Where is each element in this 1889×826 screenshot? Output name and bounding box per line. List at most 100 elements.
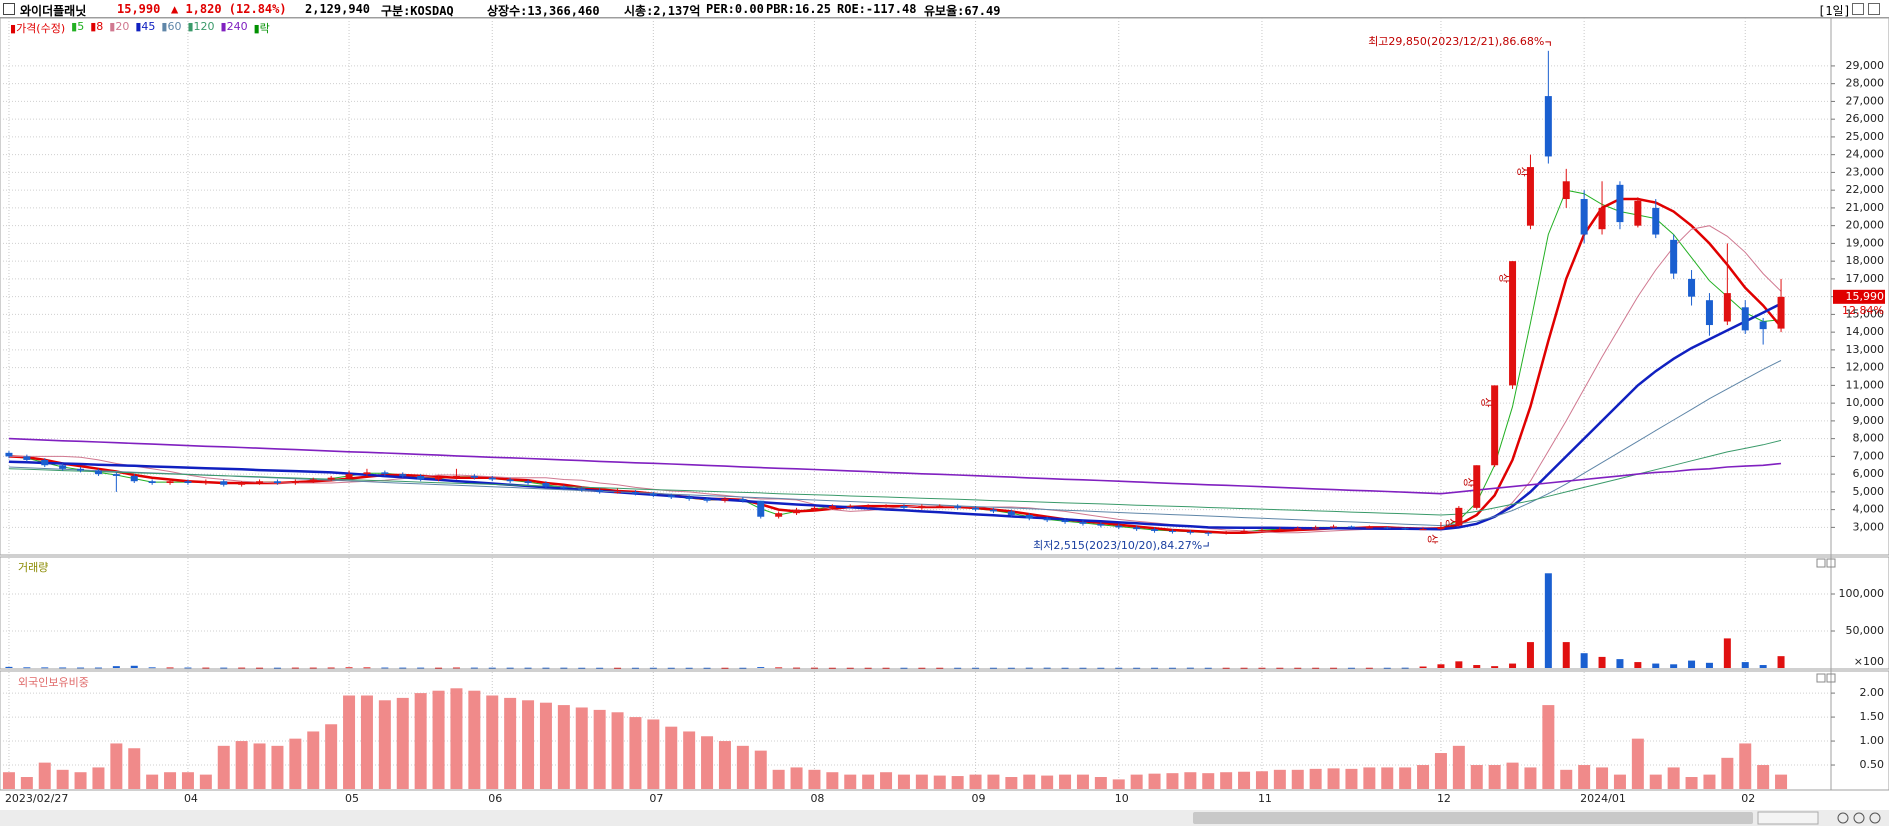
- legend-item[interactable]: ▮락: [254, 20, 270, 36]
- candle-body: [810, 507, 818, 510]
- legend-item[interactable]: ▮20: [109, 20, 129, 36]
- panel-button[interactable]: [1816, 558, 1826, 568]
- bar: [1130, 774, 1143, 789]
- volume-bar: [1061, 667, 1069, 669]
- volume-bar: [1222, 667, 1230, 669]
- candle-body: [1168, 530, 1176, 532]
- market: 구분:KOSDAQ: [381, 4, 454, 18]
- legend-marker: ▮: [109, 20, 116, 33]
- price-tag: 15,990: [1846, 290, 1885, 303]
- bar: [1309, 768, 1322, 789]
- legend-label: 45: [141, 20, 156, 33]
- volume-bar: [1562, 642, 1570, 668]
- limit-up-flag: 상: [1515, 167, 1528, 177]
- volume-bar: [936, 667, 944, 669]
- volume-bar: [1025, 667, 1033, 669]
- y-tick-label: 3,000: [1853, 520, 1885, 533]
- legend-label: 락: [259, 22, 270, 35]
- volume-bar: [739, 667, 747, 669]
- candle-body: [757, 500, 765, 517]
- bar: [1703, 774, 1716, 789]
- window-button[interactable]: [1852, 3, 1864, 15]
- bar: [146, 774, 159, 789]
- candle-body: [506, 479, 514, 482]
- bar: [808, 769, 821, 789]
- bar: [1094, 777, 1107, 789]
- panel-title: 외국인보유비중: [18, 676, 89, 689]
- moving-average-line: [8, 360, 1782, 527]
- annotation-arrow: [1545, 41, 1551, 46]
- zoom-icon[interactable]: [1869, 812, 1881, 824]
- panel-button[interactable]: [1826, 673, 1836, 683]
- candle-body: [1598, 207, 1606, 230]
- close-button[interactable]: [1868, 3, 1880, 15]
- volume-bar: [399, 667, 407, 669]
- legend-label: 5: [77, 20, 85, 33]
- volume-bar: [810, 667, 818, 669]
- volume: 2,129,940: [305, 2, 371, 16]
- candle-body: [1419, 529, 1427, 531]
- candle-body: [1043, 518, 1051, 521]
- candle-body: [1151, 529, 1159, 531]
- checkbox[interactable]: [3, 3, 15, 15]
- bar: [557, 705, 570, 789]
- candle-body: [1526, 167, 1534, 226]
- y-tick-label: 14,000: [1846, 325, 1885, 338]
- candle-body: [166, 481, 174, 484]
- candle-body: [578, 488, 586, 491]
- legend-item[interactable]: ▮240: [221, 20, 248, 36]
- candle-body: [1204, 532, 1212, 534]
- volume-bar: [1007, 667, 1015, 669]
- y-tick-label: 7,000: [1853, 449, 1885, 462]
- volume-bar: [793, 667, 801, 669]
- bar: [1649, 774, 1662, 789]
- legend-item[interactable]: ▮5: [71, 20, 84, 36]
- candle-body: [1330, 526, 1338, 528]
- volume-bar: [1312, 667, 1320, 669]
- legend-item[interactable]: ▮45: [135, 20, 155, 36]
- bar: [486, 695, 499, 789]
- bar: [790, 767, 803, 789]
- candle-body: [667, 495, 675, 498]
- bar: [754, 750, 767, 789]
- volume-bar: [1258, 667, 1266, 669]
- moving-average-line: [8, 439, 1782, 516]
- candle-body: [184, 481, 192, 484]
- volume-bar: [41, 667, 49, 669]
- shares: 상장수:13,366,460: [487, 4, 600, 18]
- price: 15,990: [117, 2, 161, 16]
- volume-bar: [524, 667, 532, 669]
- legend-item[interactable]: ▮가격(수정): [10, 20, 65, 36]
- volume-bar: [273, 667, 281, 669]
- legend-item[interactable]: ▮60: [161, 20, 181, 36]
- candle-body: [59, 465, 67, 469]
- volume-bar: [130, 665, 138, 668]
- volume-bar: [989, 667, 997, 669]
- period-button[interactable]: [1일]: [1818, 4, 1851, 18]
- zoom-icon[interactable]: [1853, 812, 1865, 824]
- volume-bar: [1580, 653, 1588, 668]
- volume-bar: [184, 667, 192, 669]
- bar: [1721, 757, 1734, 789]
- panel-button[interactable]: [1826, 558, 1836, 568]
- zoom-slider[interactable]: [1757, 811, 1819, 825]
- y-tick-label: 0.50: [1860, 758, 1885, 771]
- legend-item[interactable]: ▮8: [90, 20, 103, 36]
- candle-body: [631, 491, 639, 494]
- panel-button[interactable]: [1816, 673, 1826, 683]
- candle-body: [649, 493, 657, 496]
- zoom-icon[interactable]: [1837, 812, 1849, 824]
- candle-body: [721, 498, 729, 501]
- bar: [1345, 768, 1358, 789]
- y-tick-label: 6,000: [1853, 467, 1885, 480]
- y-tick-label: 50,000: [1846, 624, 1885, 637]
- reserve-ratio: 유보율:67.49: [924, 4, 1001, 18]
- legend-label: 60: [167, 20, 182, 33]
- bar: [307, 731, 320, 789]
- candle-body: [202, 481, 210, 484]
- candle-body: [542, 483, 550, 487]
- scroll-thumb[interactable]: [1193, 812, 1753, 824]
- legend-item[interactable]: ▮120: [187, 20, 214, 36]
- candle-body: [1741, 307, 1749, 331]
- price-tag-bg: [1833, 289, 1885, 304]
